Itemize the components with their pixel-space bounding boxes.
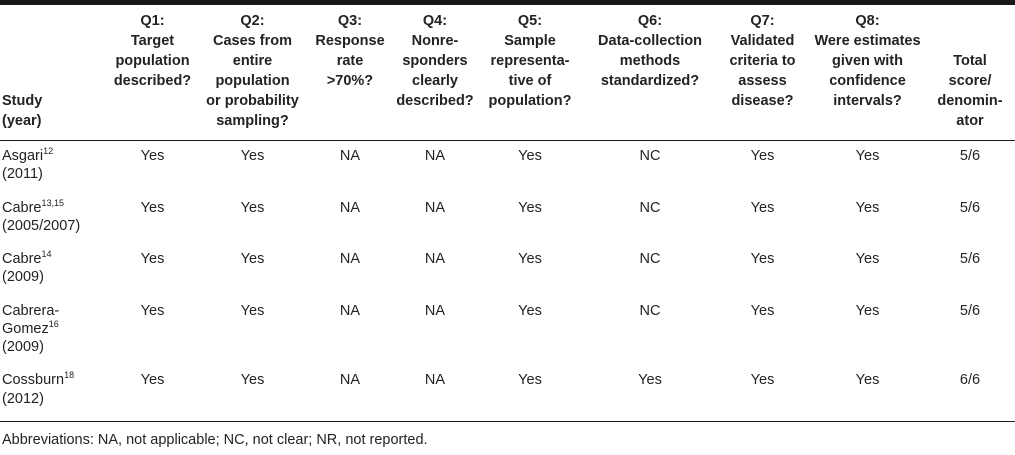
answer-cell-q5: Yes [475, 365, 585, 422]
answer-cell-q3: NA [339, 199, 361, 216]
study-cell: Cabre14 (2009) [0, 244, 105, 296]
answer-cell-q5: Yes [518, 148, 542, 164]
answer-cell-q7: Yes [750, 302, 775, 319]
answer-cell-q1: Yes [140, 302, 165, 319]
answer-cell-q2: Yes [240, 251, 265, 268]
answer-cell-total: 6/6 [925, 365, 1015, 422]
answer-cell-q3: NA [339, 251, 361, 268]
column-header-q3: Q3: Response rate >70%? [305, 5, 395, 141]
answer-cell-q8: Yes [855, 302, 880, 319]
answer-cell-q4: NA [424, 302, 446, 319]
study-year: (2005/2007) [2, 217, 81, 234]
column-header-q5: Q5: Sample representa- tive of populatio… [475, 5, 585, 141]
answer-cell-q6: NC [639, 251, 661, 268]
study-cell: Cossburn18 (2012) [0, 365, 105, 422]
table-row: Cossburn18 (2012) Yes Yes NA NA Yes Yes Yes Yes 6/… [0, 365, 1015, 422]
answer-cell-q2: Yes [240, 302, 265, 319]
answer-cell-q5: Yes [518, 302, 542, 319]
answer-cell-q8: Yes [855, 199, 880, 216]
column-header-q8: Q8: Were estimates given with confidence… [810, 5, 925, 141]
study-year: (2009) [2, 269, 44, 286]
study-name: Cabre [2, 251, 42, 268]
column-header-q7: Q7: Validated criteria to assess disease… [715, 5, 810, 141]
table-top-rule [0, 0, 1015, 5]
study-name: Cabre [2, 199, 42, 216]
table-row: Cabrera- Gomez16 (2009) Yes Yes NA NA Yes NC Yes… [0, 296, 1015, 366]
answer-cell-total: 5/6 [959, 148, 981, 164]
answer-cell-q7: Yes [750, 251, 775, 268]
reference-superscript: 14 [41, 249, 52, 260]
reference-superscript: 13,15 [41, 197, 65, 208]
study-name: Cabrera- Gomez [2, 302, 60, 337]
column-header-total: Total score/ denomin- ator [925, 5, 1015, 141]
column-header-q4: Q4: Nonre- sponders clearly described? [395, 5, 475, 141]
answer-cell-q3: NA [339, 148, 361, 164]
answer-cell-q1: Yes [140, 148, 165, 164]
answer-cell-q8: Yes [855, 251, 880, 268]
answer-cell-q6: NC [639, 148, 661, 164]
answer-cell-q3: NA [305, 365, 395, 422]
answer-cell-q6: Yes [585, 365, 715, 422]
reference-superscript: 16 [48, 319, 59, 330]
answer-cell-q7: Yes [715, 365, 810, 422]
answer-cell-q8: Yes [810, 365, 925, 422]
answer-cell-q5: Yes [518, 199, 542, 216]
answer-cell-q3: NA [339, 302, 361, 319]
study-cell: Cabrera- Gomez16 (2009) [0, 296, 105, 366]
table-row: Cabre13,15 (2005/2007) Yes Yes NA NA Yes NC Yes Y… [0, 193, 1015, 245]
answer-cell-q4: NA [395, 365, 475, 422]
answer-cell-q1: Yes [140, 199, 165, 216]
answer-cell-q6: NC [639, 199, 661, 216]
study-quality-table: Study (year) Q1: Target population descri… [0, 5, 1015, 422]
study-year: (2011) [2, 166, 43, 183]
column-header-q2: Q2: Cases from entire population or prob… [200, 5, 305, 141]
abbreviations-note: Abbreviations: NA, not applicable; NC, n… [2, 431, 428, 448]
answer-cell-q2: Yes [240, 199, 265, 216]
answer-cell-q4: NA [424, 251, 446, 268]
answer-cell-q5: Yes [518, 251, 542, 268]
column-header-q6: Q6: Data-collection methods standardized… [585, 5, 715, 141]
table-header-row: Study (year) Q1: Target population descri… [0, 5, 1015, 141]
study-cell: Cabre13,15 (2005/2007) [0, 193, 105, 245]
answer-cell-q6: NC [639, 302, 661, 319]
answer-cell-q4: NA [424, 148, 446, 164]
answer-cell-q2: Yes [200, 365, 305, 422]
study-cell: Asgari12 (2011) [0, 141, 105, 193]
study-name: Asgari [2, 148, 44, 164]
study-year: (2009) [2, 339, 44, 356]
answer-cell-q2: Yes [240, 148, 265, 164]
study-year: (2012) [2, 390, 44, 407]
study-name: Cossburn [2, 372, 65, 389]
answer-cell-q8: Yes [855, 148, 880, 164]
reference-superscript: 18 [64, 370, 75, 381]
reference-superscript: 12 [43, 146, 54, 157]
answer-cell-q1: Yes [105, 365, 200, 422]
table-row: Cabre14 (2009) Yes Yes NA NA Yes NC Yes Yes 5/6 [0, 244, 1015, 296]
column-header-q1: Q1: Target population described? [105, 5, 200, 141]
answer-cell-total: 5/6 [959, 302, 981, 319]
answer-cell-q7: Yes [750, 148, 775, 164]
answer-cell-q7: Yes [750, 199, 775, 216]
answer-cell-total: 5/6 [959, 251, 981, 268]
table-row: Asgari12 (2011) Yes Yes NA NA Yes NC Yes Yes 5/6 [0, 141, 1015, 193]
answer-cell-q1: Yes [140, 251, 165, 268]
answer-cell-total: 5/6 [959, 199, 981, 216]
answer-cell-q4: NA [424, 199, 446, 216]
column-header-study: Study (year) [0, 5, 105, 141]
